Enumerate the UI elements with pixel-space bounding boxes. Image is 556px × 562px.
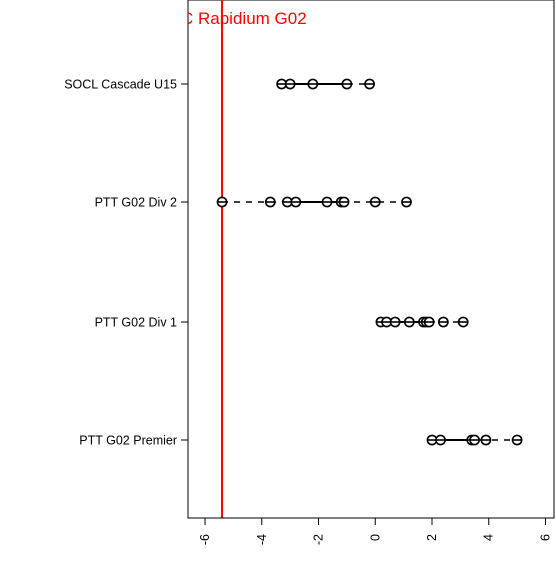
x-tick-label: 2: [425, 534, 439, 541]
category-label: PTT G02 Div 1: [95, 316, 177, 330]
x-tick-label: -2: [312, 534, 326, 545]
x-tick-label: 0: [368, 534, 382, 541]
series-row: [276, 78, 375, 90]
category-label: PTT G02 Div 2: [95, 196, 177, 210]
chart-title: C Rapidium G02: [181, 9, 307, 28]
plot-frame: [187, 0, 555, 519]
category-label: SOCL Cascade U15: [64, 78, 177, 92]
series-row: [216, 196, 412, 208]
series-row: [426, 434, 523, 446]
x-tick-label: 6: [538, 534, 552, 541]
x-tick-label: -6: [198, 534, 212, 545]
series-row: [375, 316, 469, 328]
category-label: PTT G02 Premier: [79, 434, 177, 448]
x-tick-label: 4: [482, 534, 496, 541]
x-tick-label: -4: [255, 534, 269, 545]
